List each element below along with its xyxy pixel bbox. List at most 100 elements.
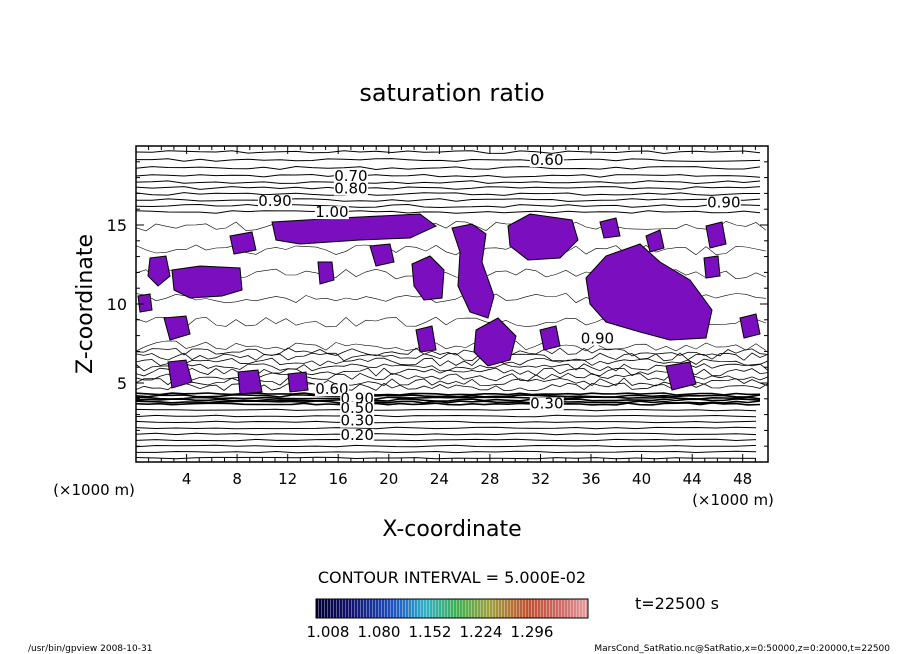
filled-region	[703, 255, 721, 279]
contour-line	[136, 372, 768, 382]
contour-label: 0.90	[707, 194, 740, 212]
contour-label-bg	[314, 206, 349, 220]
contour-line	[136, 150, 761, 155]
contour-line	[136, 173, 761, 178]
contour-label: 0.50	[340, 399, 373, 417]
supersaturation-regions	[137, 213, 761, 395]
x-tick-label: 48	[733, 470, 752, 488]
contour-label-bg	[580, 332, 615, 346]
filled-region	[705, 221, 727, 249]
contour-label-bg	[529, 397, 564, 411]
filled-region	[539, 325, 561, 351]
contour-line	[136, 377, 768, 387]
filled-region	[585, 243, 713, 341]
filled-region	[473, 317, 517, 367]
contour-line	[136, 408, 757, 412]
x-tick-label: 20	[379, 470, 398, 488]
contour-line	[136, 382, 768, 392]
x-tick-label: 8	[232, 470, 242, 488]
y-tick-label: 5	[117, 374, 127, 393]
footer-right: MarsCond_SatRatio.nc@SatRatio,x=0:50000,…	[594, 644, 890, 654]
contour-label: 0.60	[530, 151, 563, 169]
x-tick-label: 36	[581, 470, 600, 488]
contour-line	[136, 426, 757, 430]
colorbar-frame	[315, 598, 589, 619]
y-tick-label: 10	[107, 295, 127, 314]
colorbar	[315, 598, 589, 619]
contour-line	[136, 456, 757, 460]
contour-line	[136, 396, 761, 400]
filled-region	[665, 361, 697, 391]
contour-interval-label: CONTOUR INTERVAL = 5.000E-02	[318, 568, 586, 587]
contour-label-bg	[340, 402, 375, 415]
filled-region	[411, 255, 445, 301]
x-axis-label: X-coordinate	[382, 517, 521, 542]
contour-line	[136, 203, 761, 209]
filled-region	[645, 229, 665, 253]
contour-label-bg	[706, 196, 741, 210]
footer-left: /usr/bin/gpview 2008-10-31	[28, 644, 152, 654]
filled-region	[451, 223, 495, 319]
colorbar-tick-label: 1.080	[358, 623, 401, 641]
contour-line	[136, 450, 757, 454]
contour-label: 0.80	[334, 179, 367, 197]
contour-label: 0.30	[340, 412, 373, 430]
colorbar-tick-label: 1.008	[307, 623, 350, 641]
filled-region	[229, 231, 257, 255]
contour-line	[136, 158, 761, 162]
contour-label: 0.90	[258, 192, 291, 210]
filled-region	[739, 313, 761, 339]
filled-region	[171, 265, 243, 299]
filled-region	[415, 325, 437, 353]
contour-line	[136, 220, 767, 232]
filled-region	[317, 261, 335, 285]
contour-line	[136, 192, 760, 196]
contour-line	[136, 400, 761, 404]
y-axis-label: Z-coordinate	[73, 234, 98, 374]
y-axis-ticks: 5 10 15	[107, 161, 768, 447]
contour-label: 0.90	[581, 330, 614, 348]
contour-line	[136, 438, 757, 442]
contour-line	[136, 414, 757, 418]
contour-line	[136, 432, 757, 436]
x-unit-left: (×1000 m)	[53, 481, 135, 499]
filled-region	[369, 243, 395, 267]
contour-lines-upper	[136, 150, 761, 214]
contour-line	[136, 444, 757, 448]
contour-line	[136, 402, 761, 406]
colorbar-tick-labels: 1.008 1.080 1.152 1.224 1.296	[307, 623, 554, 641]
plot-area	[136, 150, 768, 460]
filled-region	[599, 217, 621, 239]
x-tick-label: 16	[329, 470, 348, 488]
contour-line	[136, 398, 761, 402]
colorbar-stripes	[316, 599, 588, 618]
contour-line	[136, 420, 757, 424]
x-tick-label: 24	[430, 470, 449, 488]
contour-line	[136, 357, 768, 367]
contour-label-bg	[340, 428, 375, 442]
x-axis-ticks: 4 8 12 16 20 24 28 32 36 40 44 48	[148, 146, 756, 488]
contour-label: 0.20	[340, 426, 373, 444]
filled-region	[147, 255, 171, 287]
filled-region	[167, 359, 193, 389]
contour-line	[136, 244, 767, 256]
contour-line	[136, 352, 768, 362]
filled-region	[137, 293, 153, 313]
contour-line	[136, 186, 761, 190]
contour-line	[136, 394, 761, 398]
x-unit-right: (×1000 m)	[692, 491, 774, 509]
filled-region	[163, 315, 191, 341]
contour-label-bg	[529, 154, 564, 167]
x-tick-label: 32	[531, 470, 550, 488]
x-tick-label: 44	[683, 470, 702, 488]
filled-region	[507, 213, 579, 261]
contour-line	[136, 340, 767, 352]
contour-line	[136, 392, 761, 396]
contour-line	[136, 367, 768, 377]
colorbar-tick-label: 1.152	[409, 623, 452, 641]
x-tick-label: 4	[182, 470, 192, 488]
contour-label-bg	[333, 169, 368, 183]
contour-line	[136, 210, 761, 214]
colorbar-tick-label: 1.224	[460, 623, 503, 641]
